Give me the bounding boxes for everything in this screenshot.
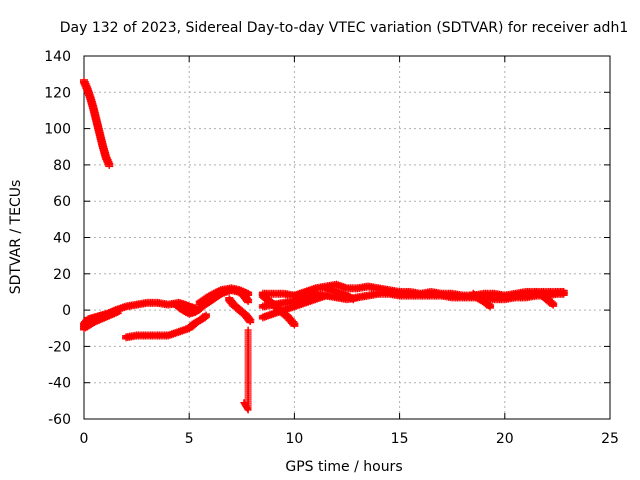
x-tick-label: 10 (285, 431, 303, 447)
y-tick-label: -40 (48, 376, 71, 392)
series-night-low-band (80, 307, 122, 333)
data-point (246, 316, 255, 325)
data-point (244, 297, 253, 306)
data-point (113, 307, 122, 316)
data-point (486, 302, 495, 311)
x-tick-labels: 0 5 10 15 20 25 (80, 431, 619, 447)
data-point (111, 308, 120, 317)
data-points (80, 77, 568, 414)
data-point (549, 300, 558, 309)
series-low-arc (122, 311, 211, 342)
series-rise-arc (195, 284, 253, 307)
y-tick-label: -20 (48, 339, 71, 355)
series-dip-19 (469, 289, 495, 311)
data-point (559, 289, 568, 298)
data-point (290, 320, 299, 329)
x-tick-label: 25 (601, 431, 619, 447)
y-tick-label: 60 (53, 194, 71, 210)
x-tick-label: 5 (185, 431, 194, 447)
y-tick-label: -60 (48, 412, 71, 428)
y-tick-label: 40 (53, 231, 71, 247)
data-point (349, 295, 358, 304)
y-axis-label: SDTVAR / TECUs (8, 180, 24, 295)
tick-marks (83, 55, 611, 420)
data-point (244, 289, 253, 298)
series-climb-9 (258, 291, 330, 322)
x-tick-label: 0 (80, 431, 89, 447)
y-tick-label: 0 (62, 303, 71, 319)
x-tick-label: 20 (496, 431, 514, 447)
y-tick-label: 20 (53, 267, 71, 283)
y-tick-label: 80 (53, 158, 71, 174)
series-outliers (240, 326, 252, 414)
chart-title: Day 132 of 2023, Sidereal Day-to-day VTE… (60, 20, 628, 36)
data-point (321, 291, 330, 300)
series-dip-22 (532, 287, 558, 309)
series-dip-12 (321, 284, 358, 304)
x-axis-label: GPS time / hours (285, 459, 402, 475)
data-point (105, 160, 114, 169)
series-early-high-arc (80, 77, 114, 169)
data-point (244, 326, 252, 334)
y-tick-label: 100 (44, 122, 71, 138)
y-tick-label: 120 (44, 85, 71, 101)
series-decay-arc (225, 295, 255, 325)
grid-lines (84, 56, 610, 419)
data-point (202, 311, 211, 320)
y-tick-labels: -60 -40 -20 0 20 40 60 80 100 120 140 (44, 49, 71, 428)
x-tick-label: 15 (391, 431, 409, 447)
y-tick-label: 140 (44, 49, 71, 65)
plot-frame (83, 55, 611, 420)
